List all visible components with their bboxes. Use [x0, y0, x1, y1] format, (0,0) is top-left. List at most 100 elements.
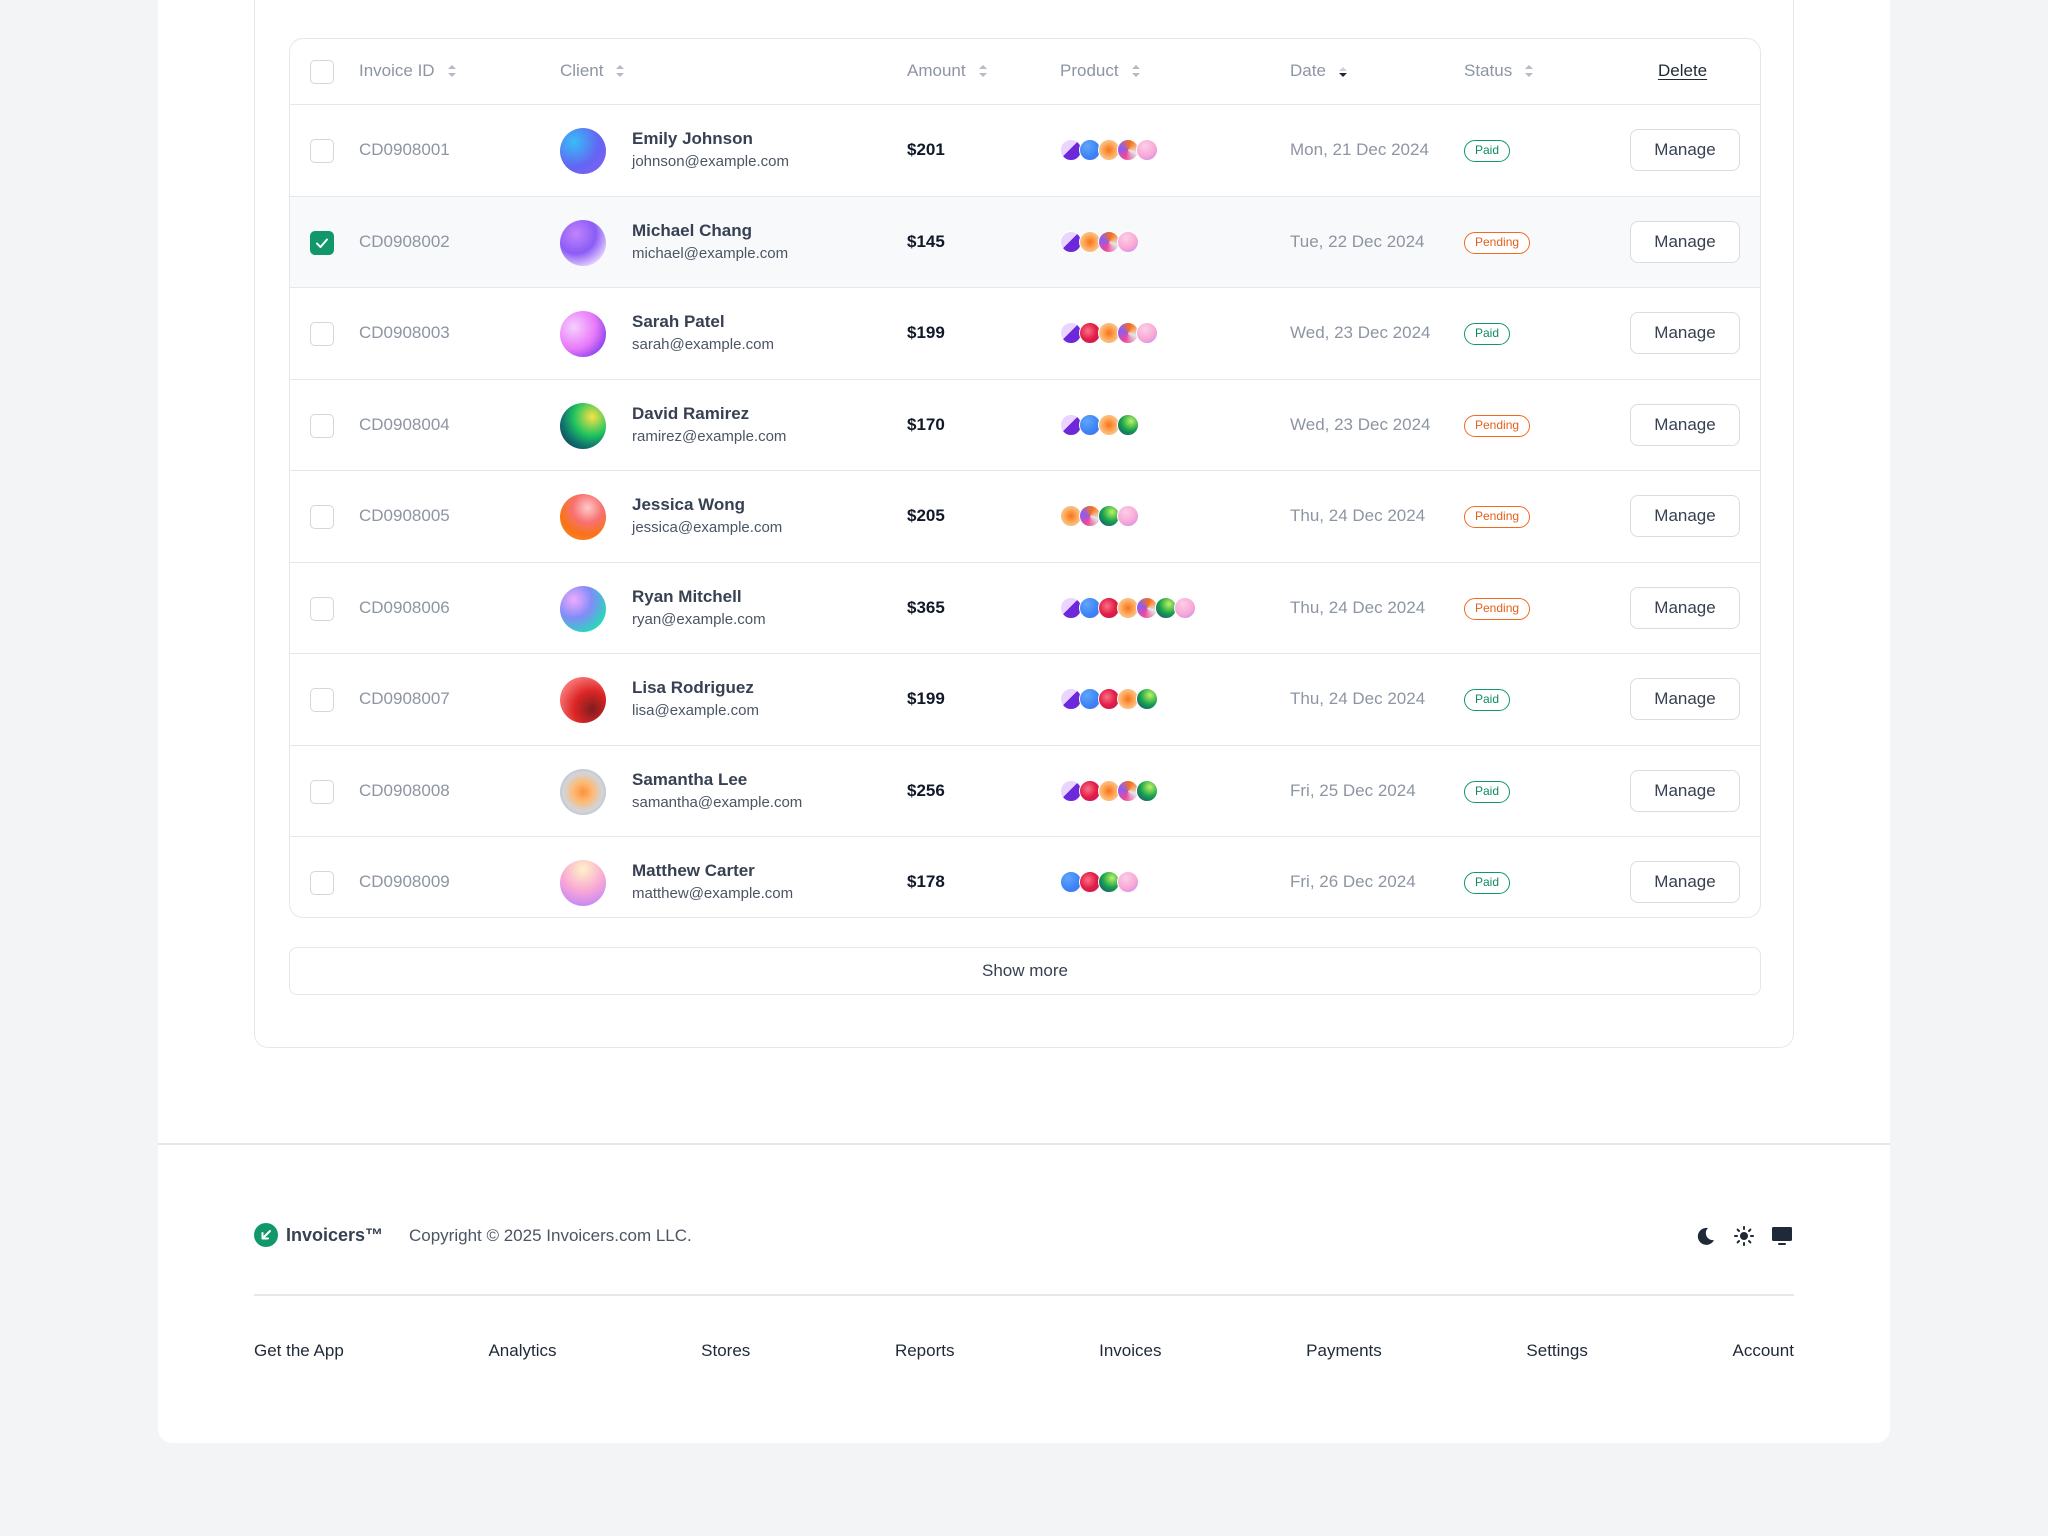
footer-link-account[interactable]: Account	[1732, 1341, 1794, 1360]
manage-button[interactable]: Manage	[1630, 312, 1740, 354]
header-client[interactable]: Client	[560, 61, 625, 81]
invoices-table: Invoice ID Client Amount Product Date St…	[289, 38, 1761, 918]
table-header-row: Invoice ID Client Amount Product Date St…	[290, 39, 1760, 105]
avatar	[560, 768, 606, 815]
select-all-checkbox[interactable]	[310, 60, 334, 84]
manage-button[interactable]: Manage	[1630, 220, 1740, 263]
status-badge: Paid	[1464, 780, 1511, 803]
invoice-id[interactable]: CD0908008	[359, 780, 450, 800]
avatar	[560, 585, 606, 632]
product-thumbnails	[1060, 871, 1220, 895]
footer-brand[interactable]: Invoicers™	[254, 1223, 383, 1247]
row-checkbox[interactable]	[310, 871, 334, 895]
monitor-icon[interactable]	[1770, 1224, 1794, 1248]
sun-icon[interactable]	[1732, 1224, 1756, 1248]
client-name: Emily Johnson	[632, 129, 753, 148]
row-checkbox[interactable]	[310, 322, 334, 346]
manage-button[interactable]: Manage	[1630, 403, 1740, 446]
manage-button[interactable]: Manage	[1630, 861, 1740, 903]
client-email: matthew@example.com	[632, 885, 794, 902]
invoice-id[interactable]: CD0908009	[359, 872, 450, 891]
row-checkbox[interactable]	[310, 688, 334, 712]
status-badge: Paid	[1464, 689, 1511, 711]
product-thumbnail	[1136, 779, 1158, 802]
header-amount[interactable]: Amount	[907, 61, 988, 81]
invoice-date: Thu, 24 Dec 2024	[1290, 506, 1426, 525]
manage-button[interactable]: Manage	[1630, 495, 1740, 537]
invoice-id[interactable]: CD0908006	[359, 597, 450, 617]
invoice-date: Wed, 23 Dec 2024	[1290, 414, 1431, 434]
amount: $199	[907, 689, 945, 708]
status-badge: Pending	[1464, 506, 1531, 528]
invoice-date: Tue, 22 Dec 2024	[1290, 231, 1425, 251]
client-name: Samantha Lee	[632, 769, 748, 789]
invoice-date: Thu, 24 Dec 2024	[1290, 689, 1426, 708]
amount: $201	[907, 140, 945, 159]
avatar	[560, 494, 606, 540]
invoice-date: Wed, 23 Dec 2024	[1290, 323, 1431, 342]
product-thumbnail	[1117, 871, 1139, 893]
avatar	[560, 311, 606, 357]
product-thumbnails	[1060, 779, 1220, 804]
page-container: Invoice ID Client Amount Product Date St…	[158, 0, 1890, 1443]
row-checkbox[interactable]	[310, 139, 334, 163]
header-date[interactable]: Date	[1290, 61, 1348, 81]
invoice-id[interactable]: CD0908002	[359, 231, 450, 251]
status-badge: Paid	[1464, 323, 1511, 345]
manage-button[interactable]: Manage	[1630, 769, 1740, 812]
invoice-date: Mon, 21 Dec 2024	[1290, 140, 1429, 159]
logo-icon	[254, 1223, 278, 1247]
product-thumbnails	[1060, 688, 1220, 712]
client-email: ryan@example.com	[632, 610, 766, 628]
invoice-id[interactable]: CD0908004	[359, 414, 450, 434]
row-checkbox[interactable]	[310, 779, 334, 804]
client-name: Matthew Carter	[632, 861, 755, 880]
header-product[interactable]: Product	[1060, 61, 1141, 81]
client-email: sarah@example.com	[632, 336, 774, 353]
invoice-id[interactable]: CD0908007	[359, 689, 450, 708]
footer-link-analytics[interactable]: Analytics	[488, 1341, 557, 1360]
amount: $145	[907, 231, 945, 251]
product-thumbnails	[1060, 322, 1220, 346]
product-thumbnail	[1136, 322, 1158, 344]
client-name: Michael Chang	[632, 220, 752, 240]
footer-link-settings[interactable]: Settings	[1526, 1341, 1588, 1360]
copyright-text: Copyright © 2025 Invoicers.com LLC.	[409, 1226, 692, 1245]
check-icon	[316, 238, 328, 248]
table-row: CD0908004 David Ramirez ramirez@example.co…	[290, 380, 1760, 471]
product-thumbnails	[1060, 230, 1220, 255]
client-name: Ryan Mitchell	[632, 586, 742, 606]
row-checkbox[interactable]	[310, 230, 334, 255]
footer-link-invoices[interactable]: Invoices	[1099, 1341, 1162, 1360]
client-email: michael@example.com	[632, 244, 789, 262]
footer-link-get-the-app[interactable]: Get the App	[254, 1341, 344, 1360]
invoice-id[interactable]: CD0908001	[359, 140, 450, 159]
product-thumbnail	[1174, 596, 1196, 619]
table-row: CD0908005 Jessica Wong jessica@example.com…	[290, 471, 1760, 563]
row-checkbox[interactable]	[310, 505, 334, 529]
footer-link-payments[interactable]: Payments	[1306, 1341, 1382, 1360]
moon-icon[interactable]	[1694, 1224, 1718, 1248]
header-invoice-id[interactable]: Invoice ID	[359, 61, 457, 81]
sort-icon	[447, 65, 456, 77]
row-checkbox[interactable]	[310, 596, 334, 621]
table-row: CD0908007 Lisa Rodriguez lisa@example.com $…	[290, 654, 1760, 746]
sort-icon	[1525, 65, 1534, 77]
invoice-id[interactable]: CD0908005	[359, 506, 450, 525]
delete-link[interactable]: Delete	[1658, 61, 1708, 80]
manage-button[interactable]: Manage	[1630, 678, 1740, 720]
invoice-id[interactable]: CD0908003	[359, 323, 450, 342]
manage-button[interactable]: Manage	[1630, 586, 1740, 629]
row-checkbox[interactable]	[310, 413, 334, 438]
table-row: CD0908001 Emily Johnson johnson@example.co…	[290, 105, 1760, 197]
status-badge: Pending	[1464, 414, 1531, 437]
client-name: David Ramirez	[632, 403, 750, 423]
show-more-button[interactable]: Show more	[289, 947, 1761, 995]
footer-link-reports[interactable]: Reports	[894, 1341, 955, 1360]
client-email: samantha@example.com	[632, 793, 803, 811]
amount: $178	[907, 872, 945, 891]
sort-icon	[978, 65, 987, 77]
header-status[interactable]: Status	[1464, 61, 1534, 81]
manage-button[interactable]: Manage	[1630, 129, 1740, 171]
footer-link-stores[interactable]: Stores	[701, 1341, 751, 1360]
